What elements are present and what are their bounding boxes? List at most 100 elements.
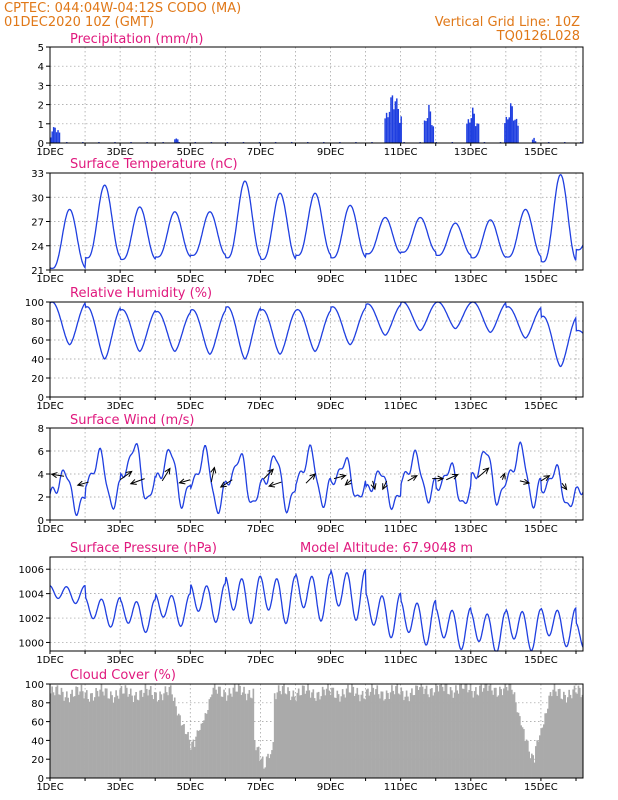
cloud-column	[537, 741, 540, 778]
precip-bar	[504, 123, 506, 143]
cloud-column	[183, 723, 185, 778]
precip-bar	[515, 118, 518, 143]
cloud-column	[297, 688, 300, 778]
precip-bar	[387, 117, 389, 143]
cloud-column	[465, 684, 468, 778]
x-tick-label: 7DEC	[247, 147, 274, 158]
precip-bar	[429, 111, 432, 143]
cloud-column	[240, 694, 243, 778]
cloud-column	[287, 687, 289, 778]
x-tick-label: 3DEC	[106, 274, 133, 285]
y-tick-label: 27	[31, 218, 44, 229]
precip-bar	[511, 106, 513, 143]
cloud-column	[233, 684, 236, 778]
cloud-column	[443, 691, 445, 778]
cloud-column	[540, 728, 542, 778]
cloud-column	[217, 686, 220, 778]
wind-arrow	[119, 470, 133, 481]
cloud-column	[300, 695, 303, 778]
wind-arrow	[519, 478, 531, 485]
cloud-column	[427, 694, 429, 778]
precip-bar	[534, 141, 537, 143]
x-tick-label: 13DEC	[454, 524, 488, 535]
y-tick-label: 24	[31, 242, 44, 253]
precip-bar	[391, 95, 394, 143]
cloud-column	[100, 684, 103, 778]
cloud-column	[161, 700, 164, 778]
cloud-column	[63, 700, 65, 778]
cloud-column	[308, 690, 311, 778]
cloud-column	[553, 684, 556, 778]
cloud-column	[135, 691, 137, 778]
cloud-column	[477, 695, 480, 778]
x-tick-label: 9DEC	[317, 401, 344, 412]
cloud-column	[239, 685, 241, 778]
cloud-column	[464, 684, 467, 778]
cloud-column	[331, 687, 333, 778]
cloud-column	[265, 756, 268, 778]
y-tick-label: 0	[38, 139, 44, 150]
wind-arrow	[382, 480, 388, 491]
precip-bar	[470, 118, 473, 143]
cloud-column	[253, 740, 256, 778]
humidity-title: Relative Humidity (%)	[70, 286, 212, 301]
cloud-column	[400, 687, 403, 778]
precip-bar	[531, 139, 534, 143]
cloud-column	[408, 701, 411, 778]
cloud-column	[285, 694, 288, 778]
cloud-column	[247, 693, 249, 778]
cloud-column	[97, 696, 100, 778]
cloud-column	[471, 690, 473, 778]
cloud-column	[304, 693, 307, 778]
wind-arrow-shaft	[382, 480, 388, 490]
cloud-column	[99, 689, 101, 778]
cloud-column	[91, 693, 93, 778]
cloud-column	[60, 687, 63, 778]
cloud-column	[381, 691, 384, 778]
cloud-column	[447, 693, 449, 778]
cloud-column	[380, 691, 383, 778]
cloud-column	[349, 692, 352, 778]
cloud-column	[101, 691, 104, 778]
cloud-column	[260, 758, 263, 778]
cloud-column	[83, 698, 85, 778]
precip-bar	[472, 107, 474, 143]
cloud-column	[192, 739, 195, 778]
series-group	[50, 95, 582, 143]
cloud-column	[500, 689, 503, 778]
precip-bar	[55, 132, 58, 143]
cloud-column	[189, 749, 192, 778]
cloud-column	[555, 691, 557, 778]
wind-arrow-head	[50, 472, 58, 479]
precip-bar	[57, 130, 59, 143]
cloud-column	[501, 695, 504, 778]
cloud-column	[143, 692, 145, 778]
cloud-column	[375, 689, 377, 778]
y-tick-label: 40	[31, 736, 44, 747]
cloud-column	[452, 697, 455, 778]
cloud-column	[567, 697, 569, 778]
precip-bar	[533, 137, 535, 143]
x-tick-label: 1DEC	[36, 655, 63, 666]
x-tick-label: 1DEC	[36, 782, 63, 793]
precip-bar	[477, 123, 480, 143]
cloud-column	[120, 686, 123, 778]
y-tick-label: 1004	[19, 590, 44, 601]
x-tick-label: 15DEC	[524, 401, 558, 412]
cloud-column	[125, 687, 128, 778]
cloud-column	[59, 694, 61, 778]
cloud-column	[244, 693, 247, 778]
x-tick-label: 1DEC	[36, 147, 63, 158]
precip-bar	[385, 112, 388, 143]
y-tick-label: 33	[31, 169, 44, 180]
x-tick-label: 15DEC	[524, 274, 558, 285]
cloud-column	[136, 699, 139, 778]
x-tick-label: 3DEC	[106, 524, 133, 535]
cloud-column	[320, 696, 323, 778]
cloud-column	[319, 699, 321, 778]
cloud-column	[315, 700, 317, 778]
precip-bar	[388, 111, 391, 143]
cloud-column	[148, 689, 151, 778]
cloud-column	[531, 753, 533, 778]
cloud-column	[137, 700, 140, 778]
